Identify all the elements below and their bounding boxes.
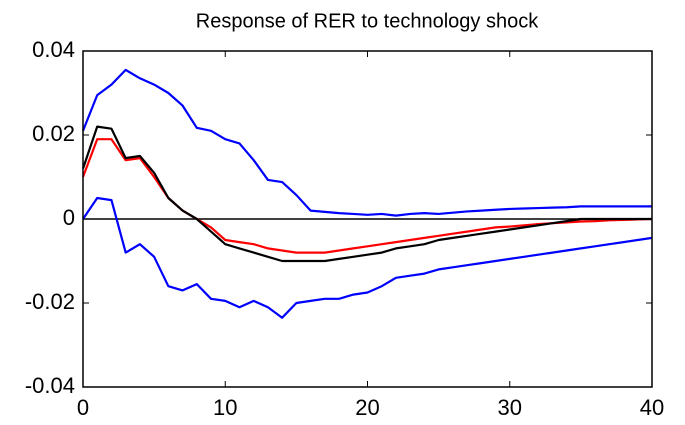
x-tick-label: 10 xyxy=(213,395,237,420)
chart-title: Response of RER to technology shock xyxy=(196,10,539,32)
x-tick-label: 20 xyxy=(355,395,379,420)
y-tick-label: 0.04 xyxy=(32,37,75,62)
y-tick-label: 0.02 xyxy=(32,121,75,146)
y-tick-label: -0.04 xyxy=(25,373,75,398)
x-tick-label: 40 xyxy=(640,395,664,420)
y-tick-label: 0 xyxy=(63,205,75,230)
series-line xyxy=(81,68,652,217)
series-line xyxy=(82,196,653,319)
x-tick-label: 0 xyxy=(77,395,89,420)
y-tick-label: -0.02 xyxy=(25,289,75,314)
x-tick-label: 30 xyxy=(498,395,522,420)
series-line xyxy=(81,125,652,263)
plot-frame xyxy=(82,50,653,388)
